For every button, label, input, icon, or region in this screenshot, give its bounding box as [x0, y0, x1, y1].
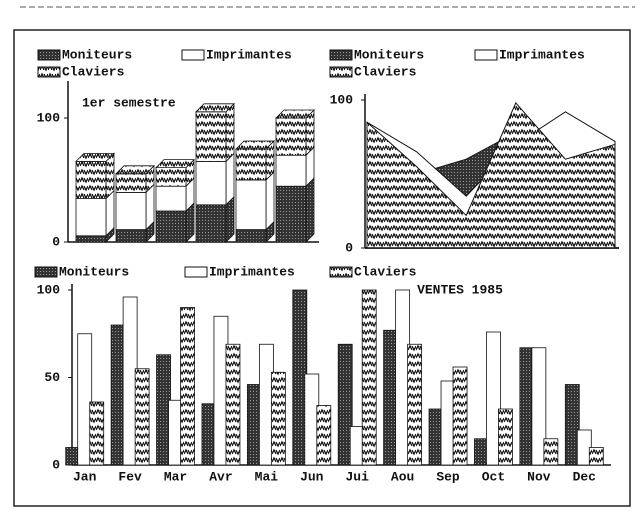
legend-swatch	[37, 66, 61, 78]
bar-top	[195, 103, 235, 113]
legend-label: Imprimantes	[206, 47, 292, 62]
bar-segment	[155, 167, 187, 187]
bar-segment	[115, 229, 147, 243]
legend-swatch	[181, 49, 205, 61]
x-tick-label: Jun	[300, 469, 324, 484]
x-tick-label: Jan	[73, 469, 97, 484]
bar-segment	[115, 191, 147, 230]
legend-label: Moniteurs	[59, 264, 129, 279]
area	[366, 102, 616, 249]
x-tick-label: Avr	[209, 469, 232, 484]
bar	[531, 347, 547, 466]
bar-side	[225, 152, 235, 206]
x-tick-label: Mai	[255, 469, 279, 484]
y-tick-label: 100	[330, 92, 354, 107]
bar-segment	[195, 204, 227, 243]
bar-side	[225, 102, 235, 163]
bar	[225, 343, 241, 466]
bar-side	[305, 177, 315, 243]
x-tick-label: Jui	[346, 469, 370, 484]
legend-swatch	[329, 66, 353, 78]
x-tick-label: Nov	[527, 469, 551, 484]
bar-segment	[75, 198, 107, 237]
chart-subtitle: 1er semestre	[82, 95, 176, 110]
bar	[486, 331, 501, 466]
bar-segment	[155, 210, 187, 243]
bar-segment	[75, 160, 107, 199]
legend-swatch	[329, 49, 353, 61]
bar	[270, 371, 286, 466]
bar-segment	[275, 154, 307, 187]
bar	[316, 405, 332, 466]
bar-top	[235, 140, 275, 150]
legend-swatch	[37, 49, 61, 61]
legend-label: Moniteurs	[62, 47, 132, 62]
x-tick-label: Fev	[118, 469, 142, 484]
frame	[13, 29, 631, 507]
y-tick-label: 100	[37, 110, 61, 125]
bar-segment	[235, 179, 267, 230]
legend-swatch	[34, 266, 58, 278]
x-tick-label: Oct	[482, 469, 505, 484]
bar-segment	[275, 185, 307, 243]
bar-segment	[235, 148, 267, 181]
legend-label: Claviers	[354, 64, 417, 79]
bar-segment	[195, 160, 227, 206]
legend-label: Imprimantes	[499, 47, 585, 62]
legend-label: Imprimantes	[209, 264, 295, 279]
legend-swatch	[474, 49, 498, 61]
x-tick-label: Mar	[164, 469, 187, 484]
y-tick-label: 0	[52, 234, 60, 249]
chart-title: VENTES 1985	[417, 282, 503, 297]
legend-swatch	[329, 266, 353, 278]
bar	[337, 343, 353, 466]
bar	[89, 401, 105, 466]
legend-label: Moniteurs	[354, 47, 424, 62]
bar-segment	[75, 235, 107, 243]
x-tick-label: Aou	[391, 469, 414, 484]
bar-segment	[235, 229, 267, 243]
bar-segment	[195, 111, 227, 162]
bar	[543, 438, 559, 466]
bar	[407, 343, 423, 466]
bar-segment	[275, 117, 307, 156]
x-tick-label: Dec	[573, 469, 597, 484]
bar	[361, 289, 377, 466]
bar-top	[275, 109, 315, 119]
bar	[134, 368, 150, 466]
bar	[77, 333, 93, 466]
bar	[452, 366, 468, 466]
bar-segment	[155, 185, 187, 212]
bar	[564, 384, 580, 466]
bar-top	[155, 159, 195, 169]
y-tick-label: 0	[52, 457, 60, 472]
x-tick-label: Sep	[436, 469, 460, 484]
bar	[180, 307, 195, 466]
bar-top	[75, 152, 115, 162]
legend-label: Claviers	[354, 264, 417, 279]
legend-label: Claviers	[62, 64, 125, 79]
bar	[498, 408, 513, 466]
y-tick-label: 0	[345, 240, 353, 255]
y-tick-label: 100	[37, 282, 61, 297]
bar-side	[265, 171, 275, 231]
legend-swatch	[184, 266, 208, 278]
bar-segment	[115, 173, 147, 193]
y-tick-label: 50	[44, 370, 60, 385]
bar	[588, 447, 604, 466]
bar-top	[115, 165, 155, 175]
